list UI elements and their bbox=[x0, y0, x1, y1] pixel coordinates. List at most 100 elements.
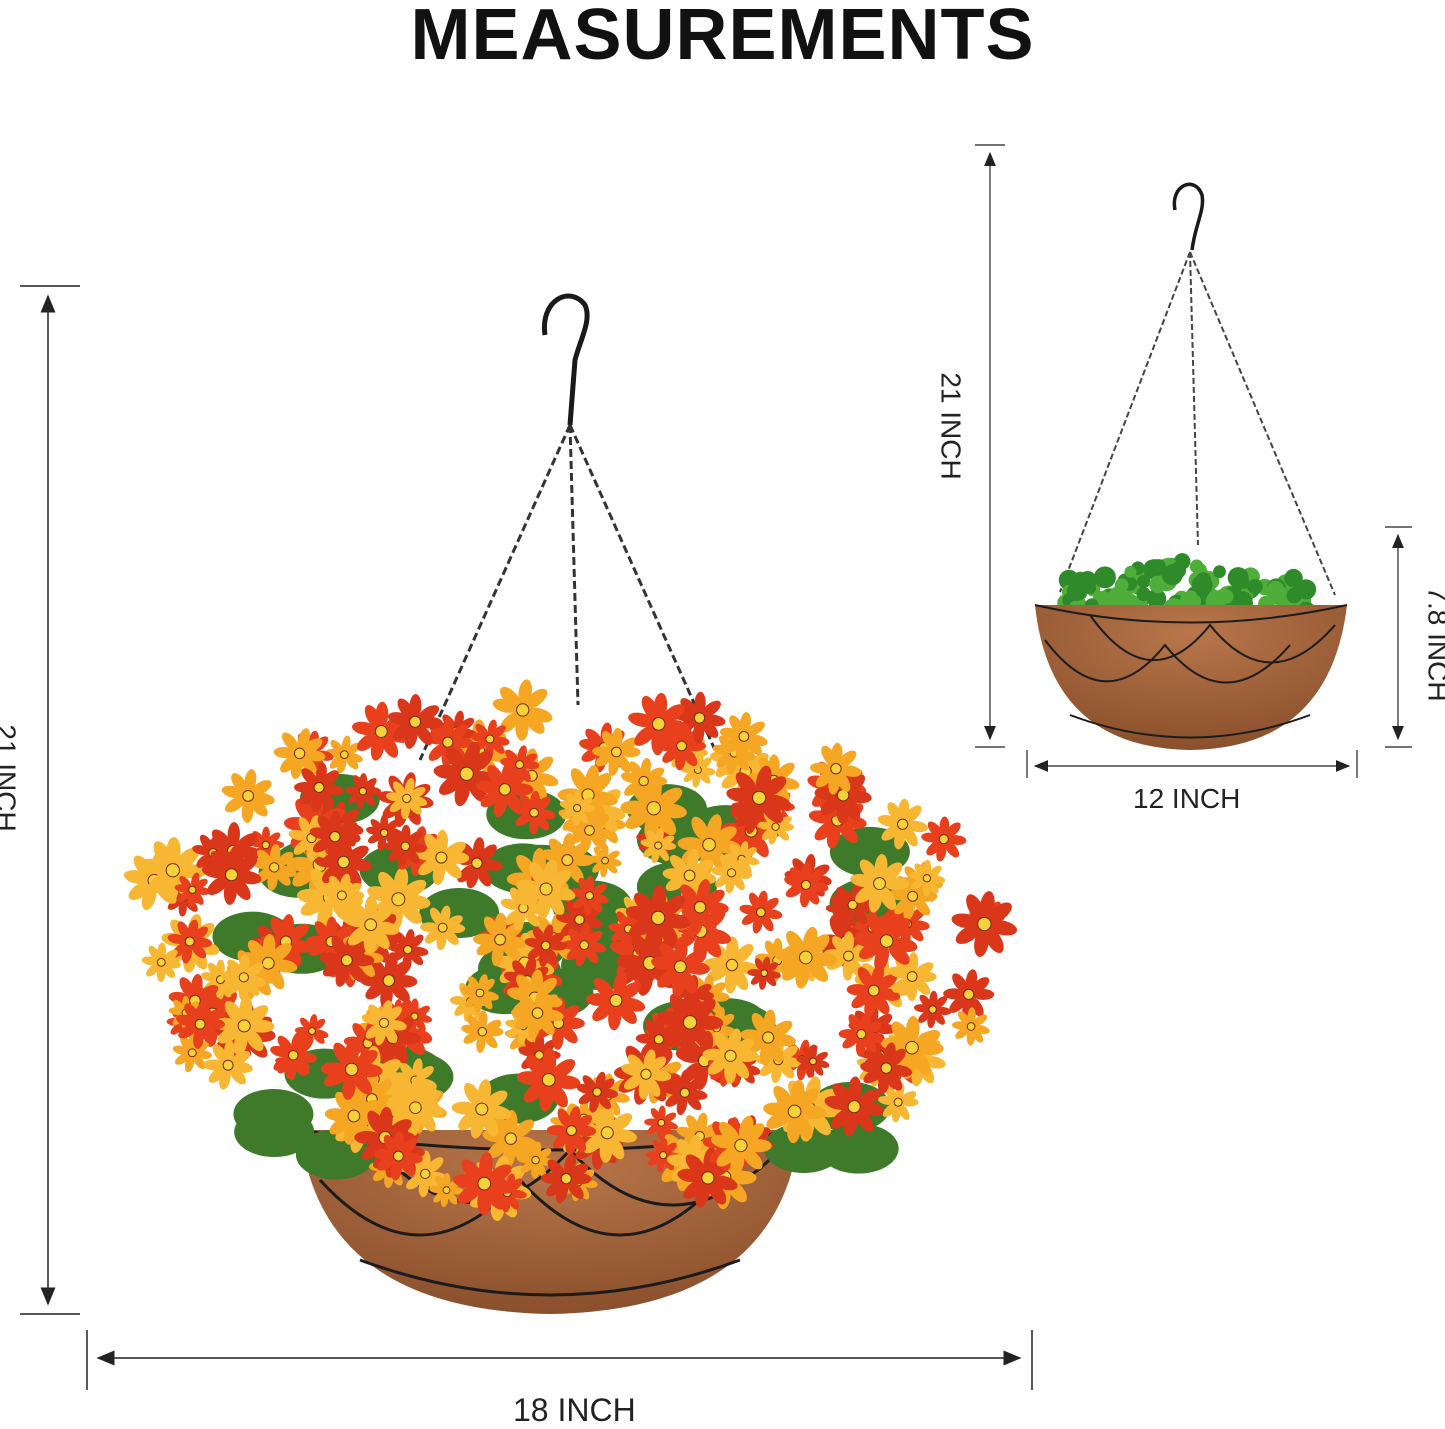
large-hanging-basket bbox=[124, 293, 1018, 1314]
flower bbox=[621, 1049, 672, 1100]
flower bbox=[809, 742, 862, 795]
large-width-dimension bbox=[86, 1330, 1033, 1390]
flower bbox=[625, 884, 691, 951]
large-height-label: 21 INCH bbox=[0, 724, 22, 832]
flower bbox=[672, 879, 729, 936]
small-height-dimension bbox=[975, 144, 1005, 748]
leaf bbox=[1143, 559, 1163, 580]
flower bbox=[167, 919, 213, 964]
leaf bbox=[1213, 565, 1226, 578]
flower bbox=[452, 1151, 516, 1216]
large-height-dimension bbox=[20, 285, 80, 1315]
leaf bbox=[1137, 574, 1151, 589]
flower bbox=[270, 1032, 317, 1079]
leaf bbox=[763, 1122, 844, 1173]
flower bbox=[319, 933, 375, 987]
flower bbox=[592, 727, 641, 776]
flower bbox=[921, 816, 967, 862]
flower bbox=[203, 1040, 253, 1090]
leaf bbox=[1109, 590, 1123, 604]
flower bbox=[952, 1007, 990, 1046]
flower bbox=[878, 1082, 919, 1123]
leaf bbox=[1189, 559, 1204, 574]
flower bbox=[540, 1153, 592, 1204]
flower bbox=[774, 926, 838, 989]
flower bbox=[342, 895, 400, 955]
flower bbox=[570, 875, 609, 916]
leaf bbox=[1286, 587, 1302, 604]
flower bbox=[702, 1028, 759, 1084]
flower bbox=[651, 937, 710, 997]
small-width-dimension bbox=[1026, 750, 1358, 778]
flower bbox=[383, 824, 427, 868]
flower bbox=[176, 999, 226, 1049]
flower bbox=[677, 1147, 738, 1208]
flower bbox=[628, 692, 690, 756]
flower bbox=[846, 964, 901, 1018]
flower bbox=[516, 1047, 581, 1112]
flower bbox=[361, 1000, 407, 1046]
flower bbox=[344, 773, 382, 810]
flower bbox=[562, 923, 606, 967]
flower bbox=[221, 769, 275, 823]
flower bbox=[577, 1102, 637, 1163]
flower bbox=[320, 873, 365, 918]
leaf bbox=[1114, 578, 1129, 593]
small-bowl-height-label: 7.8 INCH bbox=[1422, 586, 1445, 702]
flower bbox=[855, 909, 918, 972]
leaf bbox=[1149, 575, 1167, 594]
flower bbox=[747, 956, 781, 990]
flower bbox=[386, 1079, 445, 1137]
leaf bbox=[1284, 568, 1303, 588]
flower bbox=[662, 1069, 708, 1116]
flower bbox=[141, 942, 181, 983]
flower bbox=[640, 827, 677, 864]
flower bbox=[320, 1038, 383, 1100]
flower bbox=[565, 806, 614, 854]
large-width-label: 18 INCH bbox=[513, 1392, 636, 1428]
small-bowl-height-dimension bbox=[1385, 526, 1412, 748]
flower bbox=[824, 1076, 885, 1137]
flower bbox=[644, 1105, 678, 1140]
flower bbox=[473, 912, 527, 967]
flower bbox=[850, 854, 910, 913]
leaf bbox=[234, 1106, 315, 1157]
flower bbox=[838, 1012, 884, 1057]
flower bbox=[710, 1115, 772, 1176]
flower bbox=[524, 924, 568, 967]
flower bbox=[220, 954, 267, 1001]
flower bbox=[784, 862, 829, 908]
leaf bbox=[1146, 588, 1167, 609]
flower bbox=[677, 814, 741, 877]
flower bbox=[387, 694, 443, 749]
leaf bbox=[1066, 581, 1087, 602]
small-width-label: 12 INCH bbox=[1133, 783, 1241, 814]
leaf bbox=[1136, 586, 1151, 602]
leaf bbox=[1247, 579, 1263, 595]
flower bbox=[294, 762, 344, 813]
flower bbox=[559, 790, 596, 827]
flower bbox=[908, 859, 946, 897]
flower bbox=[511, 987, 564, 1039]
flower bbox=[576, 1071, 618, 1113]
leaf bbox=[1124, 565, 1137, 578]
flower bbox=[386, 778, 428, 820]
flower bbox=[420, 905, 466, 951]
flower bbox=[429, 1172, 464, 1208]
flower bbox=[913, 990, 952, 1029]
flower bbox=[546, 1106, 597, 1156]
flower bbox=[414, 829, 470, 886]
flower bbox=[273, 728, 326, 779]
flower bbox=[673, 691, 726, 745]
flower bbox=[796, 1044, 830, 1078]
flower bbox=[460, 974, 499, 1013]
leaf bbox=[1219, 589, 1234, 604]
flower bbox=[740, 1009, 796, 1066]
flower-arrangement bbox=[124, 679, 1018, 1222]
flower bbox=[373, 1131, 423, 1181]
small-height-label: 21 INCH bbox=[935, 372, 967, 480]
flower bbox=[201, 845, 262, 905]
flower bbox=[951, 891, 1018, 957]
flower bbox=[516, 859, 576, 920]
